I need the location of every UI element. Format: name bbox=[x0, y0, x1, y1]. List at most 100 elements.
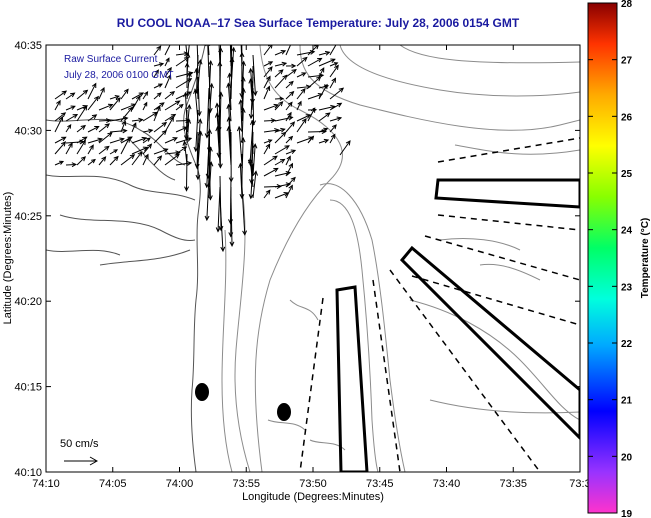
current-vector bbox=[186, 118, 192, 144]
current-vector bbox=[238, 162, 243, 199]
chart-title: RU COOL NOAA–17 Sea Surface Temperature:… bbox=[117, 16, 520, 30]
current-vector bbox=[164, 90, 176, 100]
current-vector bbox=[219, 197, 226, 253]
current-vector bbox=[153, 83, 163, 89]
current-vector bbox=[263, 61, 274, 67]
current-vector bbox=[207, 128, 213, 166]
current-vector bbox=[252, 170, 259, 199]
current-vector bbox=[87, 144, 94, 155]
current-vector bbox=[153, 102, 165, 111]
current-vector bbox=[296, 118, 307, 133]
current-vector bbox=[329, 133, 336, 144]
current-vector bbox=[142, 91, 149, 100]
current-vector bbox=[250, 119, 255, 155]
x-tick-label: 73:3 bbox=[569, 478, 590, 490]
current-vector bbox=[214, 112, 221, 155]
current-vector bbox=[120, 88, 129, 100]
x-tick-label: 73:35 bbox=[499, 478, 527, 490]
current-vector bbox=[307, 57, 323, 67]
current-vector bbox=[339, 140, 351, 156]
current-vector bbox=[208, 161, 214, 199]
current-vector bbox=[318, 112, 331, 122]
current-vector bbox=[131, 92, 145, 100]
current-vector bbox=[285, 176, 296, 188]
bathymetry-contours bbox=[221, 45, 580, 472]
current-vector bbox=[240, 136, 246, 177]
current-vector bbox=[214, 102, 221, 144]
colorbar-tick-label: 23 bbox=[621, 282, 633, 293]
x-tick-label: 74:05 bbox=[99, 478, 127, 490]
colorbar-tick-label: 22 bbox=[621, 339, 633, 350]
current-vector bbox=[186, 71, 192, 100]
current-vector bbox=[54, 90, 68, 100]
current-vector bbox=[142, 128, 154, 134]
current-vector bbox=[65, 113, 79, 122]
current-vector bbox=[329, 77, 337, 89]
colorbar-tick-label: 21 bbox=[621, 396, 633, 407]
current-vector bbox=[153, 148, 169, 155]
current-vector bbox=[153, 69, 159, 78]
current-vector bbox=[142, 153, 149, 166]
current-vector bbox=[215, 186, 221, 233]
current-vector bbox=[263, 155, 278, 166]
current-vector bbox=[285, 101, 293, 111]
current-vector bbox=[208, 82, 214, 122]
current-vector bbox=[229, 197, 235, 247]
current-vector bbox=[153, 155, 163, 166]
current-vector bbox=[240, 76, 246, 111]
current-vector bbox=[274, 74, 288, 89]
current-vector bbox=[307, 76, 322, 89]
current-vector bbox=[131, 146, 149, 155]
current-vector bbox=[236, 125, 243, 166]
x-tick-label: 73:55 bbox=[232, 478, 260, 490]
colorbar-tick-label: 24 bbox=[621, 226, 633, 237]
current-vector bbox=[142, 111, 158, 122]
current-vector bbox=[230, 45, 232, 56]
scale-arrow bbox=[64, 456, 99, 466]
current-vector bbox=[196, 45, 199, 67]
current-vector bbox=[285, 80, 294, 89]
current-vector bbox=[263, 143, 271, 155]
current-vector bbox=[184, 62, 190, 89]
current-vector bbox=[263, 85, 271, 100]
y-tick-label: 40:20 bbox=[14, 296, 42, 308]
current-vector bbox=[307, 135, 315, 144]
survey-transects bbox=[299, 137, 580, 472]
current-vector bbox=[76, 139, 86, 155]
current-vector bbox=[296, 56, 308, 67]
legend-current-date: July 28, 2006 0100 GMT bbox=[64, 70, 174, 81]
current-vector bbox=[226, 82, 232, 122]
current-vector bbox=[164, 74, 172, 89]
current-vector bbox=[274, 191, 290, 199]
current-vector bbox=[252, 54, 258, 97]
current-vector bbox=[164, 153, 180, 166]
current-vector bbox=[120, 106, 133, 122]
current-vector bbox=[182, 140, 188, 166]
current-vector bbox=[98, 156, 107, 166]
current-vector bbox=[329, 62, 339, 67]
current-vector bbox=[76, 105, 88, 122]
current-vector bbox=[318, 50, 331, 56]
current-vector bbox=[54, 112, 67, 122]
current-vector bbox=[98, 132, 113, 144]
current-vector bbox=[98, 103, 114, 111]
current-vector bbox=[175, 160, 193, 166]
y-tick-label: 40:30 bbox=[14, 125, 42, 137]
current-vector bbox=[274, 49, 287, 56]
current-vector bbox=[238, 99, 244, 133]
current-vector bbox=[120, 154, 136, 166]
current-vector bbox=[274, 127, 286, 133]
current-vector bbox=[285, 111, 292, 122]
current-vector bbox=[164, 116, 174, 133]
current-vector bbox=[76, 156, 86, 166]
current-vector bbox=[65, 162, 77, 168]
current-vector bbox=[263, 66, 273, 78]
current-vector bbox=[87, 95, 99, 111]
current-vector bbox=[241, 186, 248, 236]
current-vector bbox=[285, 121, 296, 133]
current-vector bbox=[263, 103, 280, 111]
current-vector bbox=[153, 105, 161, 122]
current-vector bbox=[296, 100, 302, 111]
current-vector bbox=[329, 116, 343, 122]
